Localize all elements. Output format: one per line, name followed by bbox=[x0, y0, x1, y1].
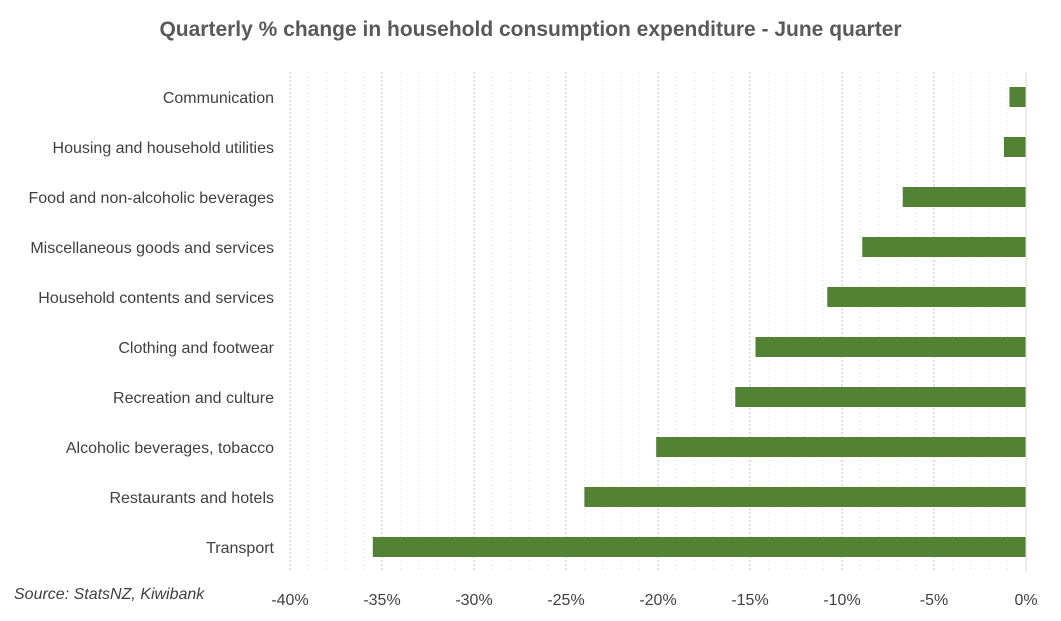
x-tick-label: -15% bbox=[731, 592, 768, 609]
category-label: Restaurants and hotels bbox=[109, 490, 274, 507]
category-label: Communication bbox=[163, 90, 274, 107]
x-tick-label: 0% bbox=[1014, 592, 1037, 609]
category-label: Transport bbox=[206, 540, 274, 557]
bar-food-and-non-alcoholic-beverages bbox=[902, 187, 1026, 207]
bar-restaurants-and-hotels bbox=[584, 487, 1026, 507]
x-tick-label: -25% bbox=[547, 592, 584, 609]
bar-alcoholic-beverages-tobacco bbox=[656, 437, 1026, 457]
x-tick-label: -5% bbox=[920, 592, 948, 609]
bar-transport bbox=[372, 537, 1026, 557]
bar-communication bbox=[1009, 87, 1026, 107]
category-label: Household contents and services bbox=[38, 290, 274, 307]
bar-recreation-and-culture bbox=[735, 387, 1026, 407]
bar-clothing-and-footwear bbox=[755, 337, 1026, 357]
category-label: Food and non-alcoholic beverages bbox=[29, 190, 275, 207]
category-label: Clothing and footwear bbox=[118, 340, 274, 357]
category-label: Alcoholic beverages, tobacco bbox=[66, 440, 274, 457]
source-note: Source: StatsNZ, Kiwibank bbox=[14, 586, 205, 603]
x-tick-label: -30% bbox=[455, 592, 492, 609]
category-label: Recreation and culture bbox=[113, 390, 274, 407]
x-tick-label: -10% bbox=[823, 592, 860, 609]
bar-household-contents-and-services bbox=[827, 287, 1026, 307]
category-label: Housing and household utilities bbox=[53, 140, 274, 157]
x-tick-label: -20% bbox=[639, 592, 676, 609]
bar-housing-and-household-utilities bbox=[1003, 137, 1026, 157]
chart-title: Quarterly % change in household consumpt… bbox=[159, 18, 902, 41]
category-label: Miscellaneous goods and services bbox=[30, 240, 274, 257]
x-tick-label: -40% bbox=[271, 592, 308, 609]
x-tick-label: -35% bbox=[363, 592, 400, 609]
bar-miscellaneous-goods-and-services bbox=[862, 237, 1026, 257]
